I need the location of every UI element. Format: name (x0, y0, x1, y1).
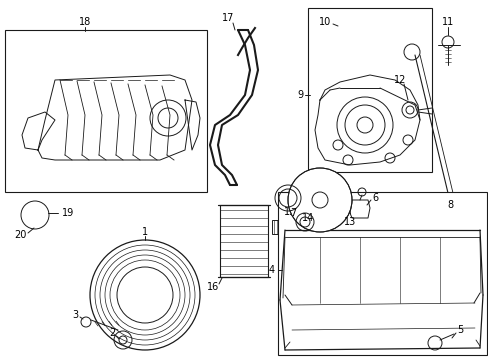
Text: 11: 11 (441, 17, 453, 27)
Circle shape (287, 168, 351, 232)
Text: 16: 16 (206, 282, 219, 292)
Text: 10: 10 (318, 17, 330, 27)
Text: 8: 8 (446, 200, 452, 210)
Bar (278, 192, 486, 355)
Text: 6: 6 (371, 193, 377, 203)
Bar (5, 30, 206, 192)
Bar (220, 205, 267, 277)
Text: 14: 14 (301, 213, 313, 223)
Circle shape (117, 267, 173, 323)
Text: 1: 1 (142, 227, 148, 237)
Text: 4: 4 (268, 265, 274, 275)
Text: 9: 9 (296, 90, 303, 100)
Text: 17: 17 (222, 13, 234, 23)
Text: 2: 2 (109, 328, 115, 338)
Circle shape (336, 97, 392, 153)
Text: 13: 13 (343, 217, 355, 227)
Text: 15: 15 (283, 207, 296, 217)
Text: 19: 19 (62, 208, 74, 218)
Bar (271, 220, 289, 234)
Text: 5: 5 (456, 325, 462, 335)
Text: 18: 18 (79, 17, 91, 27)
Text: 7: 7 (289, 208, 296, 218)
Bar (307, 8, 431, 172)
Text: 20: 20 (14, 230, 26, 240)
Text: 3: 3 (72, 310, 78, 320)
Text: 12: 12 (393, 75, 406, 85)
